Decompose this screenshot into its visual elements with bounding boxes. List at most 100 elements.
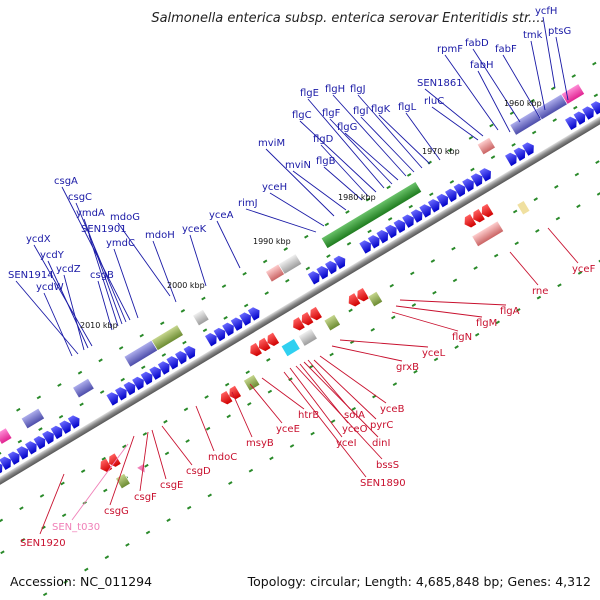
gene-label-csgG[interactable]: csgG <box>104 506 129 517</box>
gene-label-mviM[interactable]: mviM <box>258 138 285 149</box>
gene-label-rluC[interactable]: rluC <box>424 96 444 107</box>
gene-block[interactable] <box>471 220 505 248</box>
forward-gene-arrow[interactable] <box>505 151 520 167</box>
gene-label-yceB[interactable]: yceB <box>380 404 405 415</box>
gene-label-fabD[interactable]: fabD <box>465 38 489 49</box>
gene-label-fabH[interactable]: fabH <box>470 60 494 71</box>
gene-label-SEN1914[interactable]: SEN1914 <box>8 270 54 281</box>
gene-label-flgI[interactable]: flgI <box>353 106 369 117</box>
gene-label-yceK[interactable]: yceK <box>182 224 207 235</box>
forward-gene-arrow[interactable] <box>59 418 74 434</box>
gene-label-SEN1920[interactable]: SEN1920 <box>20 538 66 549</box>
forward-gene-arrow[interactable] <box>132 375 147 391</box>
gene-label-grxB[interactable]: grxB <box>396 362 419 373</box>
reverse-gene-arrow[interactable] <box>299 312 314 327</box>
reverse-gene-arrow[interactable] <box>470 208 485 224</box>
gene-block[interactable] <box>476 136 496 156</box>
forward-gene-arrow[interactable] <box>565 115 580 131</box>
gene-label-csgA[interactable]: csgA <box>54 176 78 187</box>
gene-label-csgE[interactable]: csgE <box>160 480 183 491</box>
gene-block[interactable] <box>297 327 318 347</box>
gene-label-flgL[interactable]: flgL <box>398 102 417 113</box>
forward-gene-arrow[interactable] <box>325 259 340 275</box>
reverse-gene-arrow[interactable] <box>290 317 305 332</box>
gene-label-SEN1890[interactable]: SEN1890 <box>360 478 406 489</box>
gene-label-htrB[interactable]: htrB <box>298 410 319 421</box>
forward-gene-arrow[interactable] <box>25 439 40 455</box>
gene-block[interactable] <box>123 339 159 368</box>
gene-label-msyB[interactable]: msyB <box>246 438 274 449</box>
reverse-gene-arrow[interactable] <box>462 214 477 229</box>
gene-label-rne[interactable]: rne <box>532 286 548 297</box>
forward-gene-arrow[interactable] <box>333 254 349 270</box>
forward-gene-arrow[interactable] <box>479 166 494 182</box>
gene-label-flgD[interactable]: flgD <box>313 134 334 145</box>
gene-label-SEN1901[interactable]: SEN1901 <box>81 224 127 235</box>
gene-block[interactable] <box>560 83 585 105</box>
forward-gene-arrow[interactable] <box>410 207 426 223</box>
gene-label-flgB[interactable]: flgB <box>316 156 336 167</box>
gene-label-flgN[interactable]: flgN <box>452 332 472 343</box>
forward-gene-arrow[interactable] <box>115 385 130 401</box>
forward-gene-arrow[interactable] <box>239 310 254 326</box>
gene-label-yceH[interactable]: yceH <box>262 182 287 193</box>
forward-gene-arrow[interactable] <box>462 176 477 192</box>
gene-block[interactable] <box>277 253 303 275</box>
forward-gene-arrow[interactable] <box>106 390 121 406</box>
gene-label-tmk[interactable]: tmk <box>523 30 543 41</box>
gene-label-ycdX[interactable]: ycdX <box>26 234 51 245</box>
forward-gene-arrow[interactable] <box>183 344 199 360</box>
gene-block[interactable] <box>0 427 13 445</box>
gene-label-flgG[interactable]: flgG <box>337 122 357 133</box>
forward-gene-arrow[interactable] <box>393 218 409 234</box>
forward-gene-arrow[interactable] <box>419 202 434 218</box>
gene-block[interactable] <box>20 407 45 430</box>
gene-label-solA[interactable]: solA <box>344 410 365 421</box>
gene-block[interactable] <box>320 181 423 249</box>
gene-label-flgH[interactable]: flgH <box>325 84 345 95</box>
reverse-gene-arrow[interactable] <box>264 332 280 348</box>
reverse-gene-arrow[interactable] <box>479 203 494 219</box>
gene-block[interactable] <box>516 200 531 216</box>
gene-label-ptsG[interactable]: ptsG <box>548 26 571 37</box>
gene-label-flgJ[interactable]: flgJ <box>350 84 366 95</box>
forward-gene-arrow[interactable] <box>427 197 443 213</box>
gene-label-csgB[interactable]: csgB <box>90 270 114 281</box>
forward-gene-arrow[interactable] <box>222 321 237 337</box>
gene-label-ycdY[interactable]: ycdY <box>40 250 65 261</box>
forward-gene-arrow[interactable] <box>42 429 57 445</box>
forward-gene-arrow[interactable] <box>513 146 529 161</box>
forward-gene-arrow[interactable] <box>123 380 139 396</box>
forward-gene-arrow[interactable] <box>402 212 417 228</box>
gene-label-rimJ[interactable]: rimJ <box>238 198 258 209</box>
forward-gene-arrow[interactable] <box>50 424 66 440</box>
gene-label-yceL[interactable]: yceL <box>422 348 446 359</box>
reverse-gene-arrow[interactable] <box>218 390 233 406</box>
gene-label-csgC[interactable]: csgC <box>68 192 92 203</box>
gene-block[interactable] <box>367 290 384 308</box>
forward-gene-arrow[interactable] <box>582 104 597 120</box>
gene-label-flgA[interactable]: flgA <box>500 306 520 317</box>
forward-gene-arrow[interactable] <box>205 331 220 347</box>
gene-label-csgF[interactable]: csgF <box>134 492 157 503</box>
reverse-gene-arrow[interactable] <box>226 385 242 401</box>
forward-gene-arrow[interactable] <box>436 192 451 208</box>
forward-gene-arrow[interactable] <box>67 413 83 429</box>
forward-gene-arrow[interactable] <box>470 171 486 187</box>
forward-gene-arrow[interactable] <box>316 264 331 280</box>
forward-gene-arrow[interactable] <box>16 444 31 460</box>
reverse-gene-arrow[interactable] <box>307 306 322 322</box>
gene-label-flgF[interactable]: flgF <box>322 108 341 119</box>
forward-gene-arrow[interactable] <box>175 349 190 365</box>
forward-gene-arrow[interactable] <box>157 359 173 375</box>
gene-label-ycfH[interactable]: ycfH <box>535 6 557 17</box>
gene-label-SEN1861[interactable]: SEN1861 <box>417 78 463 89</box>
gene-block[interactable] <box>151 324 184 351</box>
forward-gene-arrow[interactable] <box>590 99 600 115</box>
forward-gene-arrow[interactable] <box>7 449 23 465</box>
gene-block[interactable] <box>280 338 301 358</box>
gene-block[interactable] <box>323 313 341 332</box>
forward-gene-arrow[interactable] <box>230 315 246 331</box>
reverse-gene-arrow[interactable] <box>346 293 361 308</box>
gene-label-mdoH[interactable]: mdoH <box>145 230 175 241</box>
